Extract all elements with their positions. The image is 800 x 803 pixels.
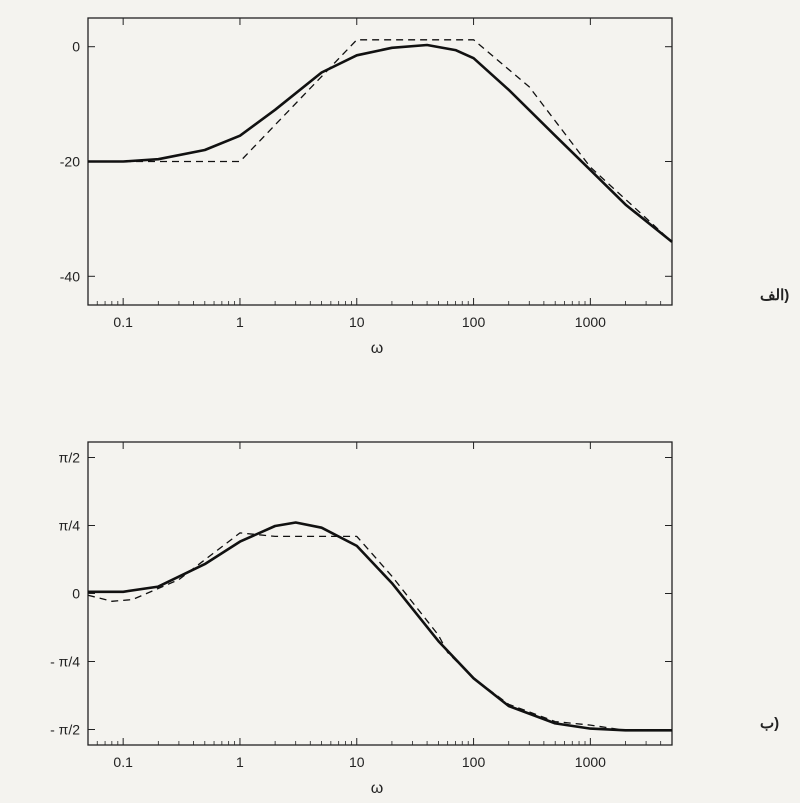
x-axis-label: ω: [371, 340, 384, 357]
x-tick-label: 1: [236, 314, 244, 330]
chart-panel-1: 0.1 1 10 100 1000 0 -20 -40 ω (الف: [60, 17, 789, 357]
asymptote-dashed-line: [88, 39, 673, 243]
y-tick-label: - π/4: [50, 653, 80, 669]
panel-label: (الف: [760, 287, 789, 304]
exact-response-line: [88, 521, 672, 732]
x-tick-label: 1: [236, 754, 244, 770]
x-tick-label: 0.1: [113, 754, 133, 770]
x-tick-label: 1000: [575, 754, 606, 770]
x-tick-label: 100: [462, 754, 486, 770]
y-tick-label: -20: [60, 154, 80, 170]
panel-label: (ب: [760, 715, 779, 732]
y-tick-label: π/4: [59, 518, 81, 534]
y-tick-label: π/2: [59, 450, 81, 466]
exact-response-line: [88, 43, 673, 243]
x-tick-label: 1000: [575, 314, 606, 330]
x-tick-label: 0.1: [113, 314, 133, 330]
y-tick-label: - π/2: [50, 721, 80, 737]
y-tick-label: -40: [60, 268, 80, 284]
x-tick-label: 10: [349, 754, 365, 770]
chart-panel-2: 0.1 1 10 100 1000 π/2 π/4 0 - π/4 - π/2 ω (ب: [50, 441, 779, 797]
y-tick-label: 0: [72, 39, 80, 55]
x-axis-label: ω: [371, 780, 384, 797]
plot-frame: [87, 441, 673, 746]
x-tick-label: 100: [462, 314, 486, 330]
asymptote-dashed-line: [87, 532, 672, 731]
x-tick-label: 10: [349, 314, 365, 330]
y-tick-label: 0: [72, 586, 80, 602]
